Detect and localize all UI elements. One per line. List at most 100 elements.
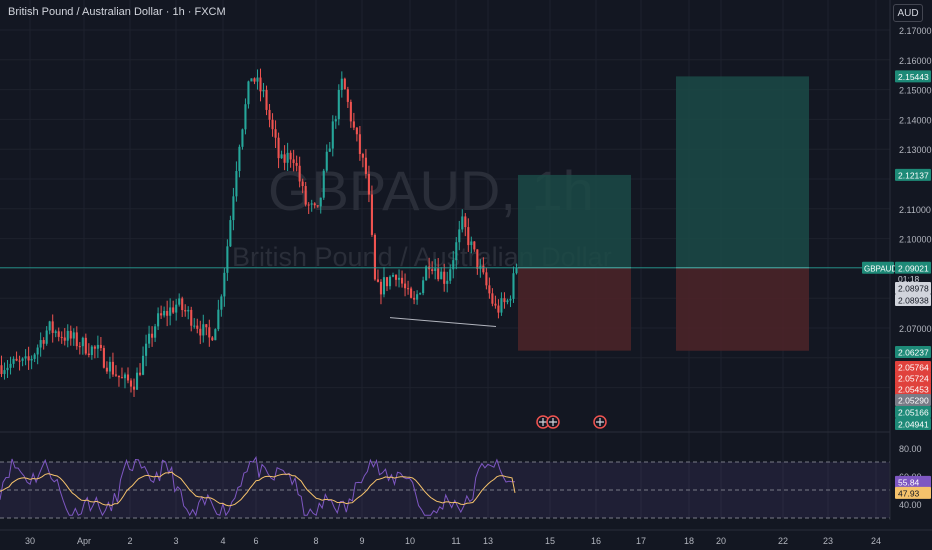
candle-body [370, 194, 373, 235]
price-level-5-bg [895, 394, 931, 406]
candle-body [431, 269, 434, 272]
candle-body [407, 288, 410, 290]
candle-body [102, 348, 105, 368]
candle-body [271, 119, 274, 130]
candle-body [253, 78, 256, 82]
ask-label: 2.08938 [898, 296, 929, 306]
candle-body [166, 310, 169, 316]
candle-body [319, 197, 322, 207]
price-level-7-bg [895, 418, 931, 430]
candle-body [238, 146, 241, 172]
candle-body [310, 203, 313, 205]
candle-body [385, 277, 389, 287]
candle-body [304, 186, 307, 205]
candle-body [214, 329, 217, 341]
candle-body [364, 157, 367, 174]
price-level-7: 2.04941 [898, 420, 929, 430]
time-tick-label: 6 [253, 536, 258, 546]
candle-body [346, 89, 349, 102]
price-level-1: 2.06237 [898, 348, 929, 358]
candle-body [491, 293, 494, 304]
candle-body [506, 300, 509, 303]
time-tick-label: 13 [483, 536, 493, 546]
candle-body [232, 196, 235, 221]
candle-body [90, 346, 93, 356]
candle-body [172, 307, 175, 313]
candle-body [87, 353, 90, 356]
price-tick-label: 2.17000 [899, 26, 932, 36]
position-zones[interactable] [518, 76, 809, 351]
candle-body [361, 153, 364, 158]
candle-body [163, 310, 166, 316]
candle-body [250, 78, 253, 82]
candle-body [229, 220, 232, 247]
price-tick-label: 2.07000 [899, 324, 932, 334]
rsi-value-bg [895, 475, 931, 488]
target-short-label-bg [895, 168, 931, 181]
price-level-6: 2.05166 [898, 408, 929, 418]
candle-body [256, 77, 259, 82]
candle-body [108, 361, 111, 372]
symbol-tag: GBPAUD [864, 264, 897, 273]
ask-label-bg [895, 294, 931, 306]
candle-body [283, 154, 286, 163]
time-axis: 30 Apr 2 3 4 6 8 9 10 11 13 15 16 17 18 20 22 23 24 [0, 529, 932, 546]
candle-body [404, 283, 407, 289]
candle-body [96, 344, 99, 349]
candle-body [379, 281, 383, 295]
price-level-3: 2.05724 [898, 374, 929, 384]
candle-body [446, 280, 449, 284]
candle-body [464, 216, 467, 228]
chart-title: British Pound / Australian Dollar · 1h ·… [8, 6, 226, 18]
candle-body [211, 337, 214, 341]
price-tick-label: 2.15000 [899, 86, 932, 96]
candle-body [265, 89, 268, 110]
target-short-label: 2.12137 [898, 170, 929, 180]
candle-body [343, 78, 346, 90]
time-tick-label: 30 [25, 536, 35, 546]
price-level-2: 2.05764 [898, 363, 929, 373]
candle-body [331, 121, 334, 149]
event-flag-icon-gb-cross [596, 418, 604, 426]
candle-body [223, 272, 226, 297]
rsi-ma-value-bg [895, 486, 931, 499]
candle-body [6, 367, 9, 371]
price-level-2-bg [895, 361, 931, 373]
candle-body [63, 337, 66, 341]
candle-body [410, 288, 413, 298]
candle-body [461, 216, 464, 230]
event-flag-icon-au-cross [539, 418, 547, 426]
candle-body [515, 267, 518, 274]
currency-button[interactable]: AUD [893, 4, 923, 22]
bid-label: 2.08978 [898, 284, 929, 294]
candle-body [334, 119, 337, 122]
candle-body [277, 137, 280, 159]
price-tick-label: 2.13000 [899, 145, 932, 155]
candle-body [352, 121, 355, 128]
candle-body [509, 298, 512, 301]
candle-body [452, 260, 455, 270]
candle-body [123, 374, 127, 379]
candle-body [57, 331, 60, 337]
price-tick-label: 2.16000 [899, 56, 932, 66]
candle-body [132, 386, 136, 390]
candle-body [78, 346, 81, 348]
candle-body [69, 330, 72, 339]
candle-body [262, 89, 265, 92]
candle-body [512, 273, 515, 299]
symbol-tag-bg [862, 261, 894, 274]
candle-body [141, 355, 145, 375]
candle-body [160, 313, 163, 316]
candle-body [485, 272, 488, 286]
candle-body [388, 276, 392, 287]
candle-body [422, 280, 425, 294]
candle-body [21, 358, 24, 361]
candle-body [126, 374, 130, 381]
candle-body [301, 181, 304, 187]
candle-body [169, 307, 172, 316]
candlestick-series [0, 68, 518, 397]
rsi-tick-label: 40.00 [899, 500, 922, 510]
candle-body [488, 285, 491, 294]
candle-body [295, 162, 298, 166]
